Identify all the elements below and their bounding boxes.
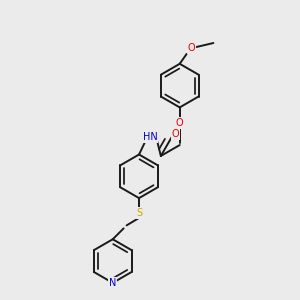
Text: HN: HN [142,132,157,142]
Text: S: S [136,208,142,218]
Text: O: O [172,129,179,139]
Text: N: N [109,278,116,288]
Text: O: O [188,43,195,53]
Text: O: O [176,118,184,128]
